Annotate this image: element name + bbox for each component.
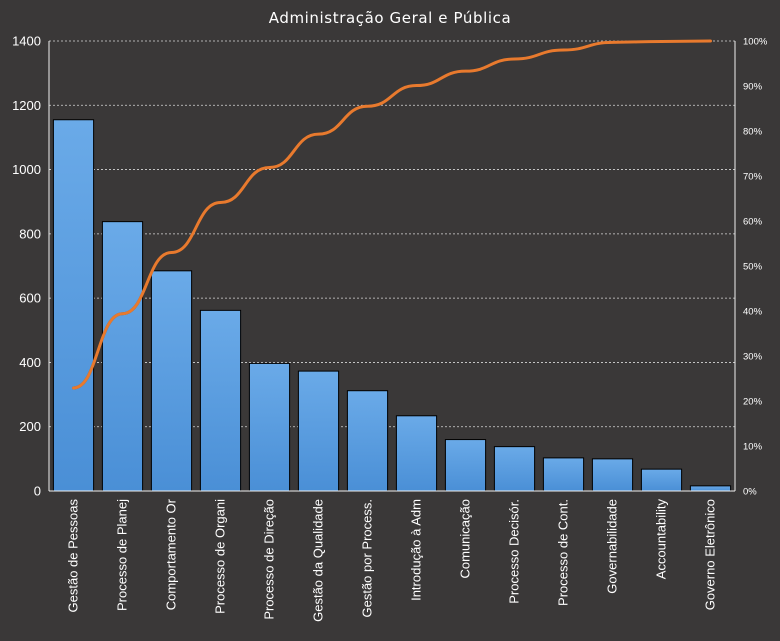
bar [297,370,340,492]
y2-axis-ticks: 0% 10% 20% 30% 40% 50% 60% 70% 80% 90% 100% [743,37,768,498]
x-tick-label: Governo Eletrônico [703,499,718,610]
y2-tick-label: 10% [743,442,763,453]
y-tick-label: 1400 [12,34,41,49]
y2-tick-label: 0% [743,487,757,498]
axes [48,41,736,492]
y-tick-label: 0 [34,484,41,499]
y2-tick-label: 90% [743,82,763,93]
bar [52,119,95,492]
cumulative-line [72,39,712,390]
x-tick-label: Governabilidade [605,499,620,594]
x-tick-label: Gestão por Process. [360,499,375,618]
bar [493,446,536,492]
bar-series [52,119,732,492]
y2-tick-label: 30% [743,352,763,363]
x-tick-label: Introdução à Adm [409,499,424,601]
y2-tick-label: 20% [743,397,763,408]
x-tick-label: Processo de Planej [115,499,130,611]
y-tick-label: 1200 [12,98,41,113]
bar [101,221,144,492]
y-tick-label: 400 [19,355,41,370]
y2-tick-label: 70% [743,172,763,183]
cumulative-line-series [72,39,712,390]
x-tick-label: Processo Decisór. [507,499,522,604]
bar [689,485,732,492]
y-axis-ticks: 0 200 400 600 800 1000 1200 1400 [12,34,41,499]
y2-tick-label: 50% [743,262,763,273]
bar [591,458,634,492]
y2-tick-label: 60% [743,217,763,228]
y-tick-label: 1000 [12,162,41,177]
bar [542,457,585,492]
x-tick-label: Gestão de Pessoas [66,499,81,613]
y-tick-label: 600 [19,291,41,306]
bar [640,468,683,492]
bar [444,439,487,492]
y2-tick-label: 40% [743,307,763,318]
bar [248,362,291,492]
x-tick-label: Processo de Organi [213,499,228,614]
x-tick-label: Processo de Direção [262,499,277,620]
x-tick-label: Comportamento Or [164,498,179,610]
y2-tick-label: 100% [743,37,768,48]
y-tick-label: 800 [19,226,41,241]
x-tick-label: Processo de Cont. [556,499,571,606]
x-tick-label: Accountability [654,499,669,580]
bar [150,270,193,492]
bar [199,309,242,492]
x-tick-label: Gestão da Qualidade [311,499,326,622]
bar [346,390,389,492]
bar [395,415,438,492]
y-tick-label: 200 [19,419,41,434]
x-tick-label: Comunicação [458,499,473,579]
y2-tick-label: 80% [743,127,763,138]
x-axis-ticks: Gestão de Pessoas Processo de Planej Compo… [66,498,718,622]
chart-title: Administração Geral e Pública [269,9,512,27]
